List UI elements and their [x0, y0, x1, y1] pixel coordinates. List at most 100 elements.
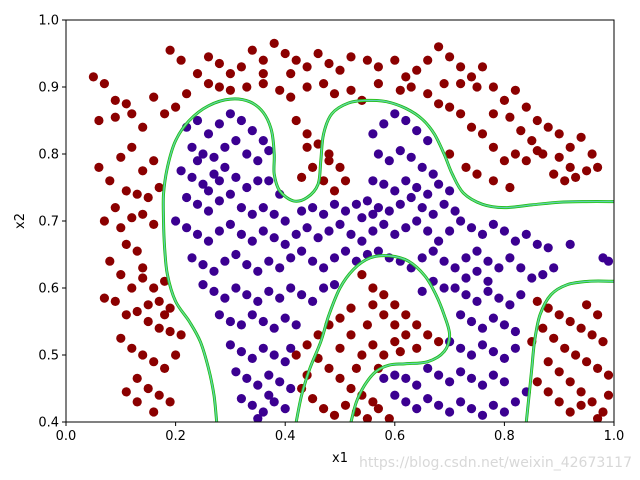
decision-boundary-2-stroke-2: [526, 280, 614, 422]
data-point-class-0: [335, 65, 345, 75]
data-point-class-1: [401, 115, 411, 126]
data-point-class-1: [280, 357, 290, 367]
data-point-class-0: [225, 69, 235, 79]
data-point-class-1: [461, 290, 471, 300]
data-point-class-0: [445, 149, 455, 159]
data-point-class-0: [472, 169, 482, 179]
data-point-class-0: [379, 350, 389, 360]
data-point-class-0: [176, 330, 186, 340]
watermark-text: https://blog.csdn.net/weixin_42673117: [359, 455, 632, 471]
data-point-class-1: [198, 179, 208, 189]
data-point-class-1: [203, 206, 214, 216]
data-point-class-0: [576, 387, 586, 397]
data-point-class-1: [258, 136, 268, 146]
data-point-class-0: [390, 300, 400, 310]
data-point-class-1: [472, 296, 482, 306]
data-point-class-1: [456, 343, 466, 353]
data-point-class-0: [121, 239, 131, 249]
data-point-class-1: [450, 206, 460, 216]
data-point-class-0: [335, 313, 345, 323]
data-point-class-1: [406, 192, 416, 203]
data-point-class-1: [423, 136, 433, 146]
data-point-class-1: [362, 196, 372, 206]
data-point-class-1: [488, 370, 498, 380]
x-tick-label: 0.0: [56, 429, 77, 444]
data-point-class-0: [379, 310, 389, 320]
data-point-class-0: [99, 79, 109, 89]
y-tick-label: 0.7: [38, 215, 59, 230]
data-point-class-0: [395, 347, 405, 357]
data-point-class-1: [390, 229, 400, 239]
data-point-class-0: [412, 320, 422, 330]
y-tick-label: 0.4: [38, 416, 59, 431]
data-point-class-0: [576, 400, 586, 410]
data-point-class-1: [401, 397, 411, 407]
data-point-class-1: [412, 404, 422, 414]
data-point-class-0: [116, 152, 126, 162]
data-point-class-1: [225, 189, 235, 199]
data-point-class-0: [357, 350, 367, 360]
data-point-class-0: [127, 142, 137, 152]
decision-boundary-1-stroke-2: [295, 255, 450, 422]
data-point-class-0: [335, 373, 345, 383]
data-point-class-1: [423, 189, 433, 199]
data-point-class-1: [203, 236, 214, 246]
data-point-class-0: [127, 343, 137, 353]
data-point-class-1: [423, 394, 433, 404]
data-point-class-1: [488, 347, 498, 357]
data-point-class-0: [116, 223, 126, 233]
data-point-class-0: [324, 156, 334, 166]
data-point-class-1: [324, 226, 334, 236]
data-point-class-1: [466, 316, 477, 327]
data-point-class-1: [412, 182, 422, 193]
data-point-class-0: [368, 340, 378, 350]
data-point-class-0: [110, 112, 120, 122]
y-axis-label: x2: [13, 213, 28, 229]
data-point-class-0: [510, 85, 520, 95]
data-point-class-1: [417, 286, 427, 296]
data-point-class-0: [149, 407, 159, 417]
data-point-class-0: [214, 58, 224, 69]
x-tick-label: 1.0: [604, 429, 625, 444]
y-axis: 0.4 0.5 0.6 0.7 0.8 0.9 1.0: [38, 14, 66, 431]
data-point-class-0: [258, 79, 268, 89]
data-point-class-0: [203, 79, 214, 89]
data-point-class-0: [308, 394, 318, 404]
data-point-class-0: [335, 343, 345, 353]
data-point-class-1: [329, 280, 340, 290]
data-point-class-0: [291, 55, 301, 65]
data-point-class-1: [390, 390, 400, 400]
data-point-class-0: [149, 357, 159, 367]
data-point-class-0: [160, 109, 170, 119]
data-point-class-1: [472, 266, 482, 276]
data-point-class-1: [236, 115, 246, 126]
data-point-class-0: [335, 162, 345, 172]
data-point-class-0: [286, 92, 296, 102]
data-point-class-1: [445, 407, 455, 417]
data-point-class-0: [154, 182, 164, 193]
data-point-class-0: [99, 216, 109, 226]
data-point-class-1: [390, 109, 400, 119]
data-point-class-0: [434, 99, 444, 109]
data-point-class-0: [165, 326, 175, 337]
data-point-class-0: [214, 82, 224, 92]
data-point-class-0: [549, 169, 559, 179]
data-point-class-1: [603, 256, 614, 266]
data-point-class-1: [182, 223, 192, 233]
data-point-class-1: [357, 236, 367, 246]
data-point-class-1: [214, 176, 224, 186]
data-point-class-1: [477, 340, 488, 350]
data-point-class-1: [231, 136, 241, 146]
data-point-class-0: [149, 219, 159, 229]
data-point-class-1: [187, 172, 197, 182]
data-point-class-0: [319, 79, 329, 89]
data-point-class-1: [434, 370, 444, 380]
data-point-class-0: [138, 263, 148, 273]
data-point-class-1: [477, 410, 488, 420]
y-tick-label: 0.6: [38, 282, 59, 297]
data-point-class-1: [423, 226, 433, 236]
data-point-class-1: [329, 253, 340, 263]
data-point-class-1: [220, 293, 230, 303]
data-point-class-1: [220, 256, 230, 266]
data-point-class-0: [138, 166, 148, 176]
